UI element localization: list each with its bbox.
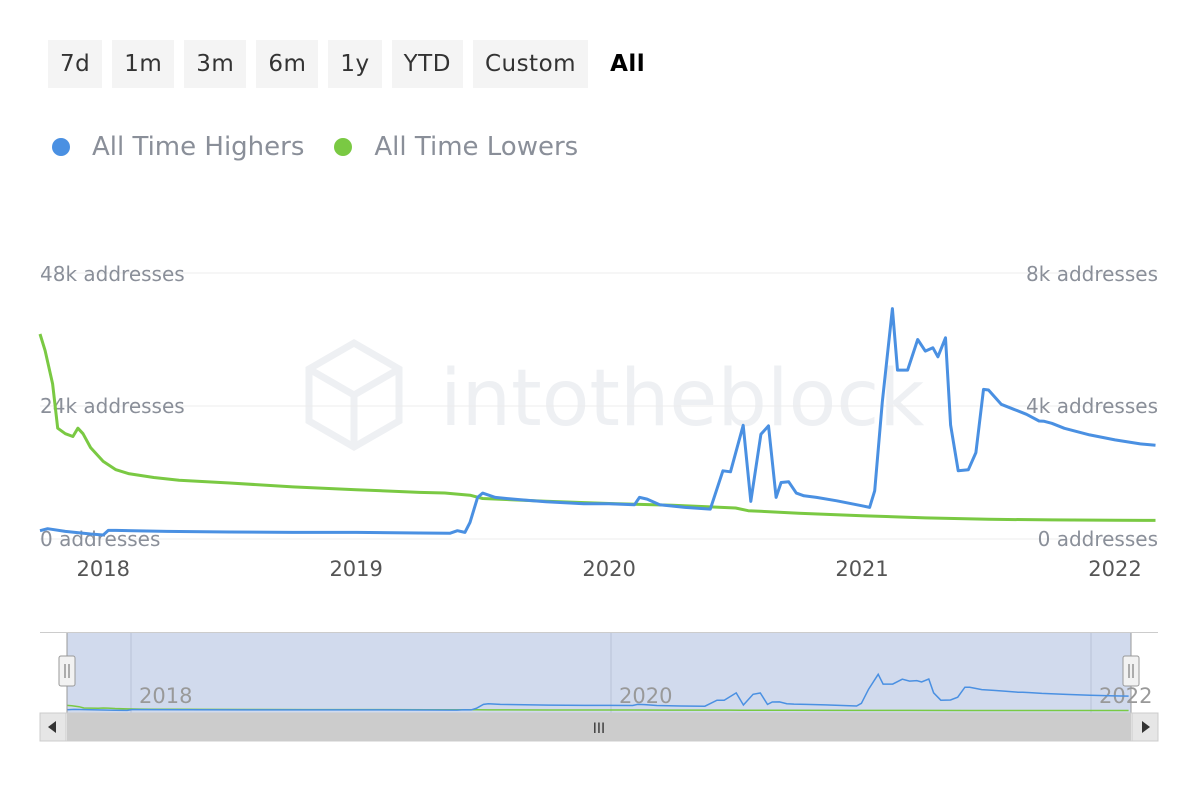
navigator-left-handle[interactable] xyxy=(58,633,76,713)
left-axis-tick-48k: 48k addresses xyxy=(40,262,185,286)
navigator: 2018 2020 2022 xyxy=(40,632,1158,713)
legend-item-highers[interactable]: All Time Highers xyxy=(52,132,304,162)
grid-lines xyxy=(40,272,1158,540)
right-axis-tick-8k: 8k addresses xyxy=(1026,262,1158,286)
legend-label-highers: All Time Highers xyxy=(92,132,305,162)
legend-item-lowers[interactable]: All Time Lowers xyxy=(334,132,578,162)
range-1y-button[interactable]: 1y xyxy=(328,40,382,88)
range-ytd-button[interactable]: YTD xyxy=(391,40,463,88)
navigator-selected-range[interactable] xyxy=(67,633,1131,713)
arrow-right-icon xyxy=(1142,721,1150,733)
scroll-right-button[interactable] xyxy=(1131,712,1159,742)
left-axis: 48k addresses 24k addresses 0 addresses xyxy=(40,262,185,551)
range-all-button[interactable]: All xyxy=(598,40,657,88)
right-axis-tick-0: 0 addresses xyxy=(1038,527,1158,551)
watermark-logo-icon xyxy=(305,338,403,452)
series-line-highers xyxy=(39,307,1156,537)
x-axis-tick-2021: 2021 xyxy=(835,557,888,581)
legend-dot-highers xyxy=(52,138,70,156)
range-7d-button[interactable]: 7d xyxy=(48,40,103,88)
range-3m-button[interactable]: 3m xyxy=(184,40,247,88)
x-axis-tick-2022: 2022 xyxy=(1088,557,1141,581)
scrollbar-thumb[interactable] xyxy=(67,713,1131,741)
right-axis: 8k addresses 4k addresses 0 addresses xyxy=(1026,262,1158,551)
watermark-text: intotheblock xyxy=(440,354,924,444)
x-axis-tick-2019: 2019 xyxy=(329,557,382,581)
scrollbar: III xyxy=(39,712,1159,742)
watermark: intotheblock xyxy=(305,338,924,452)
x-axis: 2018 2019 2020 2021 2022 xyxy=(77,557,1142,581)
chart-legend: All Time Highers All Time Lowers xyxy=(52,132,578,162)
navigator-right-handle[interactable] xyxy=(1122,633,1140,713)
navigator-series-highers xyxy=(66,672,1129,712)
range-6m-button[interactable]: 6m xyxy=(256,40,319,88)
right-axis-tick-4k: 4k addresses xyxy=(1026,394,1158,418)
range-custom-button[interactable]: Custom xyxy=(472,40,589,88)
series-line-lowers xyxy=(38,333,1156,522)
legend-label-lowers: All Time Lowers xyxy=(374,132,579,162)
scrollbar-grip-icon: III xyxy=(593,721,605,737)
left-axis-tick-24k: 24k addresses xyxy=(40,394,185,418)
arrow-left-icon xyxy=(48,721,56,733)
range-selector: 7d 1m 3m 6m 1y YTD Custom All xyxy=(48,40,657,88)
x-axis-tick-2020: 2020 xyxy=(582,557,635,581)
x-axis-tick-2018: 2018 xyxy=(77,557,130,581)
range-1m-button[interactable]: 1m xyxy=(112,40,175,88)
legend-dot-lowers xyxy=(334,138,353,156)
navigator-label-2018: 2018 xyxy=(139,684,192,708)
scroll-left-button[interactable] xyxy=(39,712,67,742)
